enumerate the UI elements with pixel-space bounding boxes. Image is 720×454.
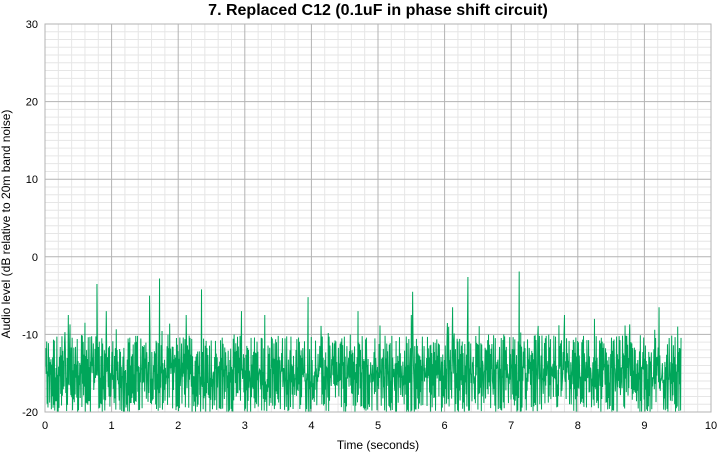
y-tick-label: 20: [26, 97, 38, 109]
x-tick-label: 4: [308, 420, 314, 432]
y-tick-label: -10: [22, 329, 38, 341]
series-layer: [44, 271, 682, 413]
y-tick-labels: -20 -10 0 10 20 30: [22, 19, 38, 419]
x-tick-label: 0: [42, 420, 48, 432]
x-tick-label: 9: [641, 420, 647, 432]
x-axis-title: Time (seconds): [337, 438, 419, 452]
x-tick-label: 2: [175, 420, 181, 432]
x-tick-label: 6: [442, 420, 448, 432]
x-tick-label: 5: [375, 420, 381, 432]
x-tick-label: 1: [109, 420, 115, 432]
y-tick-label: 30: [26, 19, 38, 31]
x-tick-labels: 0 1 2 3 4 5 6 7 8 9 10: [42, 420, 717, 432]
chart-title: 7. Replaced C12 (0.1uF in phase shift ci…: [208, 2, 548, 19]
y-axis-title: Audio level (dB relative to 20m band noi…: [0, 110, 13, 339]
series-line: [44, 271, 682, 413]
x-tick-label: 8: [575, 420, 581, 432]
x-tick-label: 10: [705, 420, 717, 432]
y-tick-label: 10: [26, 174, 38, 186]
plot-frame: [44, 23, 712, 413]
x-tick-label: 7: [508, 420, 514, 432]
y-tick-label: 0: [32, 252, 38, 264]
x-tick-label: 3: [242, 420, 248, 432]
y-tick-label: -20: [22, 407, 38, 419]
